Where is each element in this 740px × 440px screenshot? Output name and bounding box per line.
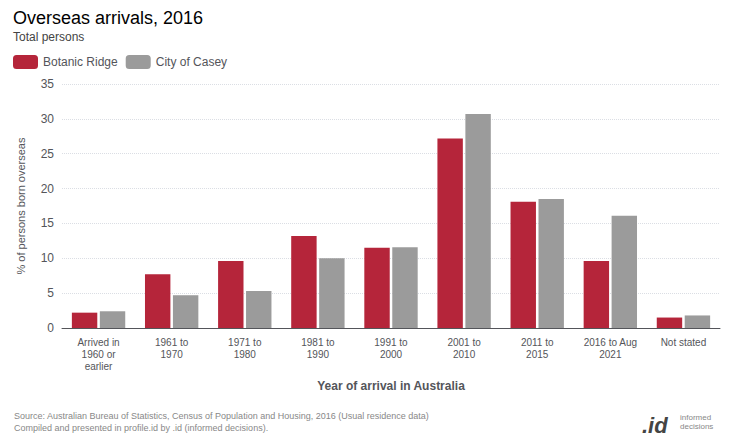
svg-text:2021: 2021 bbox=[599, 349, 622, 360]
svg-text:1960 or: 1960 or bbox=[82, 349, 117, 360]
svg-text:35: 35 bbox=[41, 77, 55, 91]
svg-text:1971 to: 1971 to bbox=[228, 337, 262, 348]
svg-text:City of Casey: City of Casey bbox=[156, 55, 227, 69]
svg-text:Source: Australian Bureau of S: Source: Australian Bureau of Statistics,… bbox=[14, 411, 429, 421]
svg-text:% of persons born overseas: % of persons born overseas bbox=[15, 137, 27, 274]
svg-text:1970: 1970 bbox=[161, 349, 184, 360]
svg-text:20: 20 bbox=[41, 182, 55, 196]
svg-text:15: 15 bbox=[41, 216, 55, 230]
svg-text:0: 0 bbox=[47, 321, 54, 335]
svg-text:1981 to: 1981 to bbox=[301, 337, 335, 348]
svg-text:1980: 1980 bbox=[234, 349, 257, 360]
svg-text:2016 to Aug: 2016 to Aug bbox=[584, 337, 637, 348]
svg-text:Arrived in: Arrived in bbox=[77, 337, 119, 348]
svg-text:2011 to: 2011 to bbox=[521, 337, 554, 348]
svg-text:Total persons: Total persons bbox=[13, 30, 84, 44]
svg-text:.id: .id bbox=[642, 413, 668, 438]
svg-text:1991 to: 1991 to bbox=[374, 337, 408, 348]
svg-text:2015: 2015 bbox=[526, 349, 549, 360]
svg-text:5: 5 bbox=[47, 286, 54, 300]
svg-text:25: 25 bbox=[41, 147, 55, 161]
svg-text:Not stated: Not stated bbox=[661, 337, 707, 348]
svg-text:2001 to: 2001 to bbox=[447, 337, 481, 348]
svg-text:Overseas arrivals, 2016: Overseas arrivals, 2016 bbox=[13, 8, 203, 28]
svg-text:2010: 2010 bbox=[453, 349, 476, 360]
svg-text:1961 to: 1961 to bbox=[155, 337, 189, 348]
svg-text:30: 30 bbox=[41, 112, 55, 126]
svg-text:Botanic Ridge: Botanic Ridge bbox=[43, 55, 118, 69]
svg-text:Compiled and presented in prof: Compiled and presented in profile.id by … bbox=[14, 423, 268, 433]
svg-text:Year of arrival in Australia: Year of arrival in Australia bbox=[317, 379, 465, 393]
svg-text:10: 10 bbox=[41, 251, 55, 265]
svg-text:decisions: decisions bbox=[680, 422, 713, 431]
svg-text:informed: informed bbox=[680, 413, 711, 422]
svg-text:earlier: earlier bbox=[85, 361, 113, 372]
svg-text:1990: 1990 bbox=[307, 349, 330, 360]
svg-text:2000: 2000 bbox=[380, 349, 403, 360]
